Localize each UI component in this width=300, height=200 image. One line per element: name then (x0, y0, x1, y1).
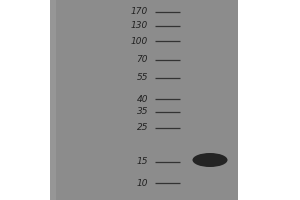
Text: 40: 40 (136, 95, 148, 104)
Text: 15: 15 (136, 158, 148, 166)
Text: 55: 55 (136, 73, 148, 82)
Text: 25: 25 (136, 123, 148, 132)
Text: 35: 35 (136, 108, 148, 116)
Ellipse shape (193, 153, 227, 167)
Text: 130: 130 (131, 21, 148, 30)
Bar (50, 0, 56, 200)
Text: 70: 70 (136, 55, 148, 64)
Text: 170: 170 (131, 7, 148, 17)
Text: 100: 100 (131, 36, 148, 46)
Text: 10: 10 (136, 178, 148, 188)
Bar (50, 0, 238, 200)
